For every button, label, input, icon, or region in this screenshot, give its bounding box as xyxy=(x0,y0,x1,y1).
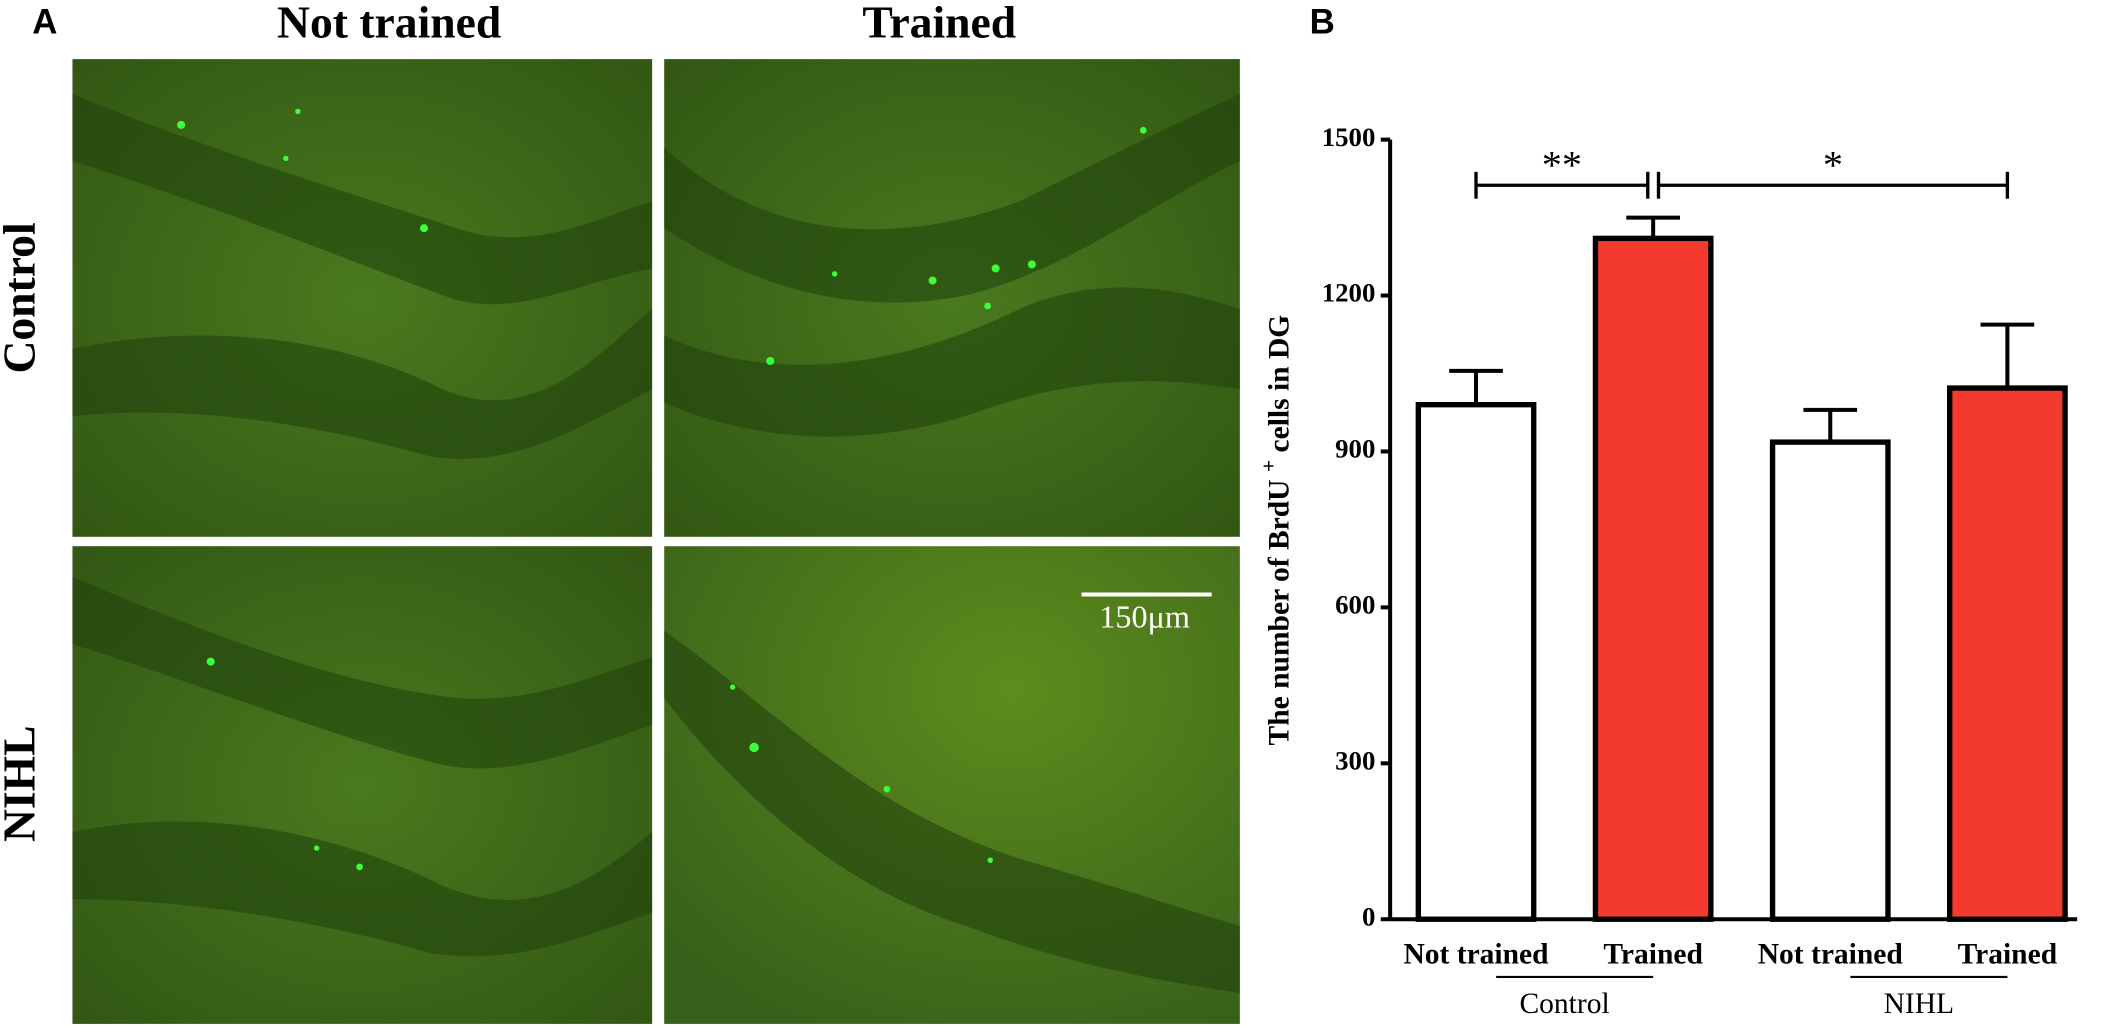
scale-bar-label: 150μm xyxy=(1099,598,1190,634)
panel-label: A xyxy=(32,2,57,41)
y-tick-label: 1200 xyxy=(1322,278,1376,308)
bar xyxy=(1415,402,1537,922)
y-tick-label: 1500 xyxy=(1322,122,1376,152)
row-header: NIHL xyxy=(0,725,45,842)
group-label: NIHL xyxy=(1884,988,1955,1020)
bar xyxy=(1769,439,1891,922)
y-axis-label: The number of BrdU + cells in DG xyxy=(1257,315,1296,746)
y-axis-label-sup: + xyxy=(1257,460,1281,472)
sig-label: ** xyxy=(1542,142,1582,187)
y-tick-label: 300 xyxy=(1335,745,1375,775)
panel-label: B xyxy=(1310,2,1335,41)
row-header: Control xyxy=(0,222,45,373)
x-tick-label: Trained xyxy=(1958,939,2058,971)
micrographs xyxy=(72,59,1240,1024)
column-header: Trained xyxy=(862,0,1016,47)
column-header: Not trained xyxy=(277,0,501,47)
y-tick-label: 900 xyxy=(1335,434,1375,464)
bar xyxy=(1947,385,2068,922)
y-tick-label: 600 xyxy=(1335,590,1375,620)
x-tick-label: Not trained xyxy=(1758,939,1904,971)
sig-label: * xyxy=(1823,142,1843,187)
bar xyxy=(1592,235,1714,922)
y-tick-label: 0 xyxy=(1362,901,1375,931)
group-label: Control xyxy=(1519,988,1609,1020)
x-tick-label: Trained xyxy=(1603,939,1703,971)
y-axis-label-part: cells in DG xyxy=(1263,315,1295,460)
x-tick-label: Not trained xyxy=(1403,939,1549,971)
y-axis-label-part: The number of BrdU xyxy=(1263,472,1295,745)
